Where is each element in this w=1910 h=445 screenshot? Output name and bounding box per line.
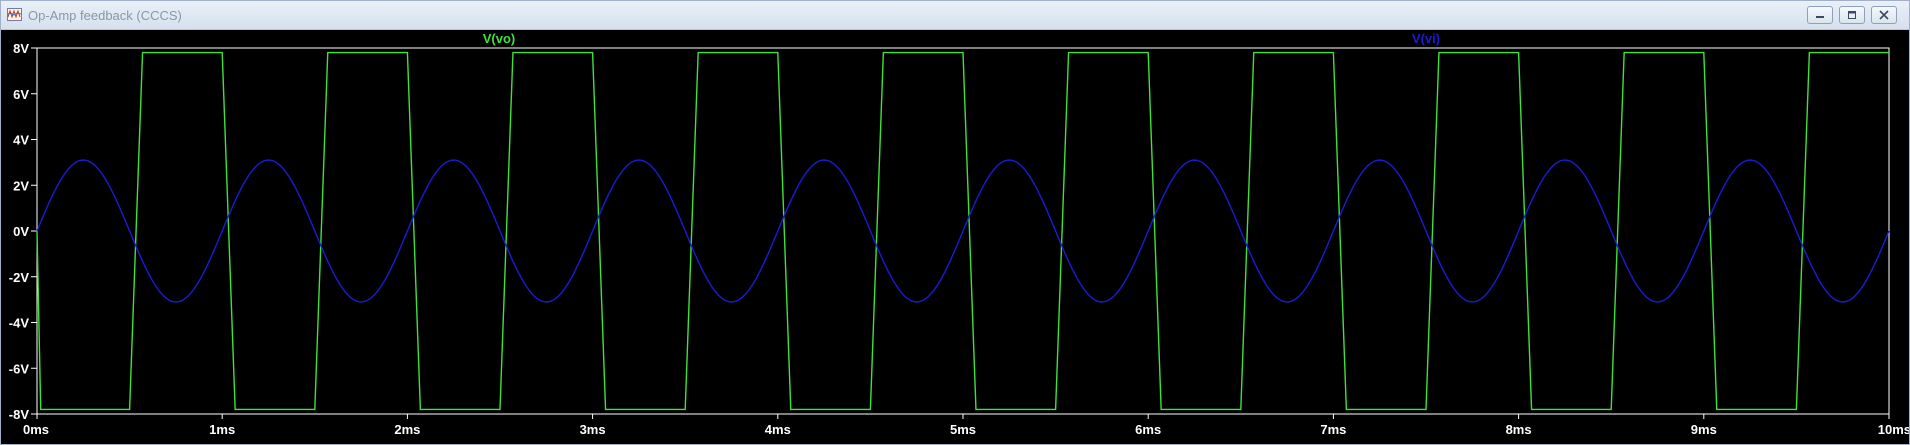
plot-area[interactable]: 8V 6V 4V 2V 0V -2V -4V -6V -8V 0ms 1ms 2ms 3ms 4ms 5ms… (1, 30, 1909, 444)
y-tick-label: 0V (13, 224, 29, 239)
x-tick-label: 1ms (209, 422, 235, 437)
close-button[interactable] (1871, 6, 1897, 24)
title-bar[interactable]: Op-Amp feedback (CCCS) (1, 1, 1909, 30)
y-tick-label: 4V (13, 133, 29, 148)
y-tick-label: -8V (9, 407, 30, 422)
x-tick-label: 10ms (1878, 422, 1909, 437)
x-tick-label: 8ms (1506, 422, 1532, 437)
minimize-button[interactable] (1807, 6, 1833, 24)
y-tick-label: 2V (13, 178, 29, 193)
y-tick-label: 8V (13, 41, 29, 56)
restore-icon (1848, 11, 1856, 19)
minimize-icon (1816, 16, 1824, 18)
trace-v-vo (36, 51, 1889, 411)
y-tick-label: -4V (9, 316, 30, 331)
x-tick-label: 3ms (580, 422, 606, 437)
x-tick-label: 5ms (950, 422, 976, 437)
close-icon (1879, 10, 1889, 20)
window-title: Op-Amp feedback (CCCS) (28, 8, 182, 23)
x-tick-label: 7ms (1320, 422, 1346, 437)
restore-button[interactable] (1839, 6, 1865, 24)
x-tick-label: 9ms (1691, 422, 1717, 437)
waveform-viewer-icon (7, 8, 22, 21)
x-tick-label: 4ms (765, 422, 791, 437)
y-tick-label: 6V (13, 87, 29, 102)
x-tick-label: 2ms (394, 422, 420, 437)
x-tick-label: 0ms (23, 422, 49, 437)
legend-v-vo[interactable]: V(vo) (483, 31, 516, 46)
trace-v-vi (36, 159, 1890, 303)
x-tick-label: 6ms (1135, 422, 1161, 437)
legend-v-vi[interactable]: V(vi) (1412, 31, 1440, 46)
y-tick-label: -2V (9, 270, 30, 285)
y-tick-label: -6V (9, 361, 30, 376)
